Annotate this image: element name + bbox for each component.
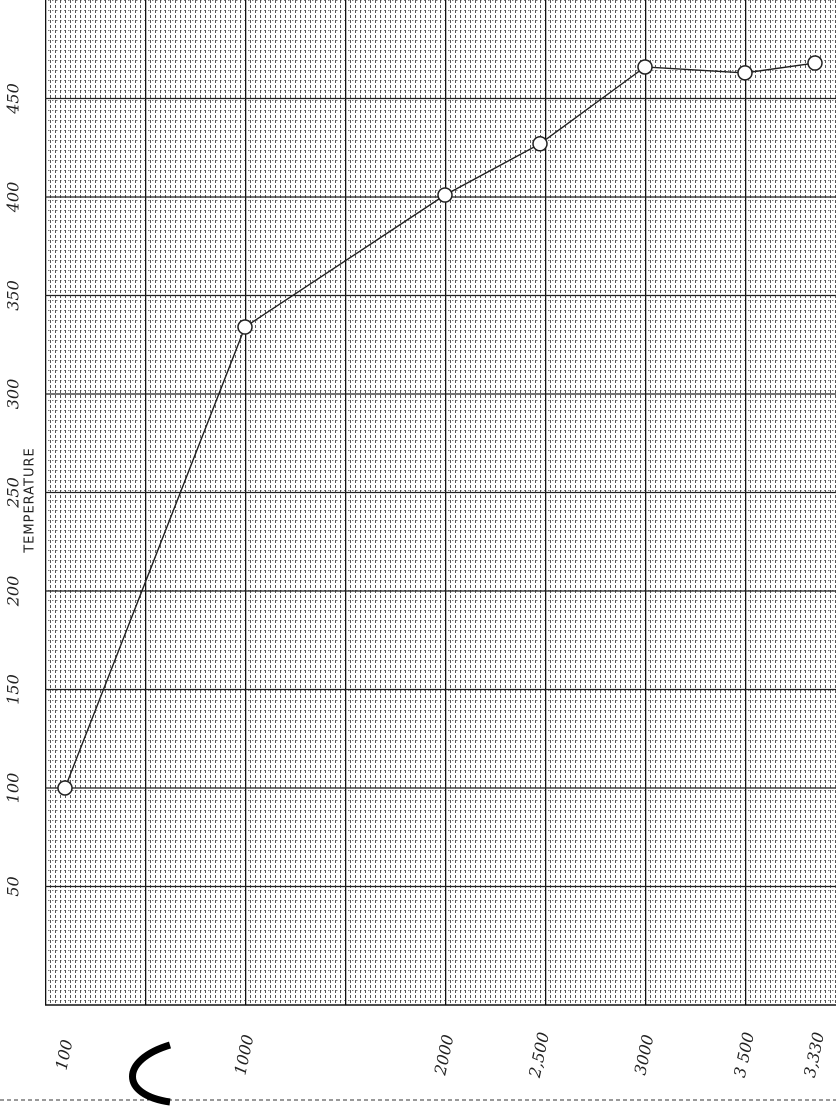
data-point bbox=[57, 780, 73, 796]
y-tick-label: 350 bbox=[4, 280, 23, 311]
y-axis-label: TEMPERATURE bbox=[23, 447, 38, 554]
y-tick-label: 200 bbox=[4, 576, 23, 608]
graph-paper-major bbox=[45, 0, 836, 1005]
data-point bbox=[637, 59, 653, 75]
y-tick-label: 100 bbox=[4, 773, 23, 804]
data-point bbox=[807, 55, 823, 71]
x-tick-label: 100 bbox=[52, 1038, 77, 1072]
x-tick-label: 3000 bbox=[630, 1033, 657, 1077]
y-tick-label: 450 bbox=[4, 83, 23, 115]
x-tick-label: 3,330 bbox=[800, 1030, 828, 1079]
y-tick-label: 50 bbox=[4, 876, 23, 896]
x-tick-label: 1000 bbox=[230, 1033, 257, 1077]
data-point bbox=[532, 136, 548, 152]
y-tick-label: 400 bbox=[4, 182, 23, 214]
data-point bbox=[237, 319, 253, 335]
y-tick-label: 300 bbox=[4, 379, 23, 410]
x-tick-label: 3 500 bbox=[730, 1030, 758, 1079]
binding-mark bbox=[129, 1041, 172, 1106]
y-tick-label: 150 bbox=[4, 674, 23, 705]
x-tick-label: 2,500 bbox=[525, 1030, 553, 1080]
y-tick-label: 250 bbox=[4, 477, 23, 509]
data-point bbox=[737, 65, 753, 81]
x-tick-label: 2000 bbox=[430, 1033, 457, 1078]
data-point bbox=[437, 187, 453, 203]
